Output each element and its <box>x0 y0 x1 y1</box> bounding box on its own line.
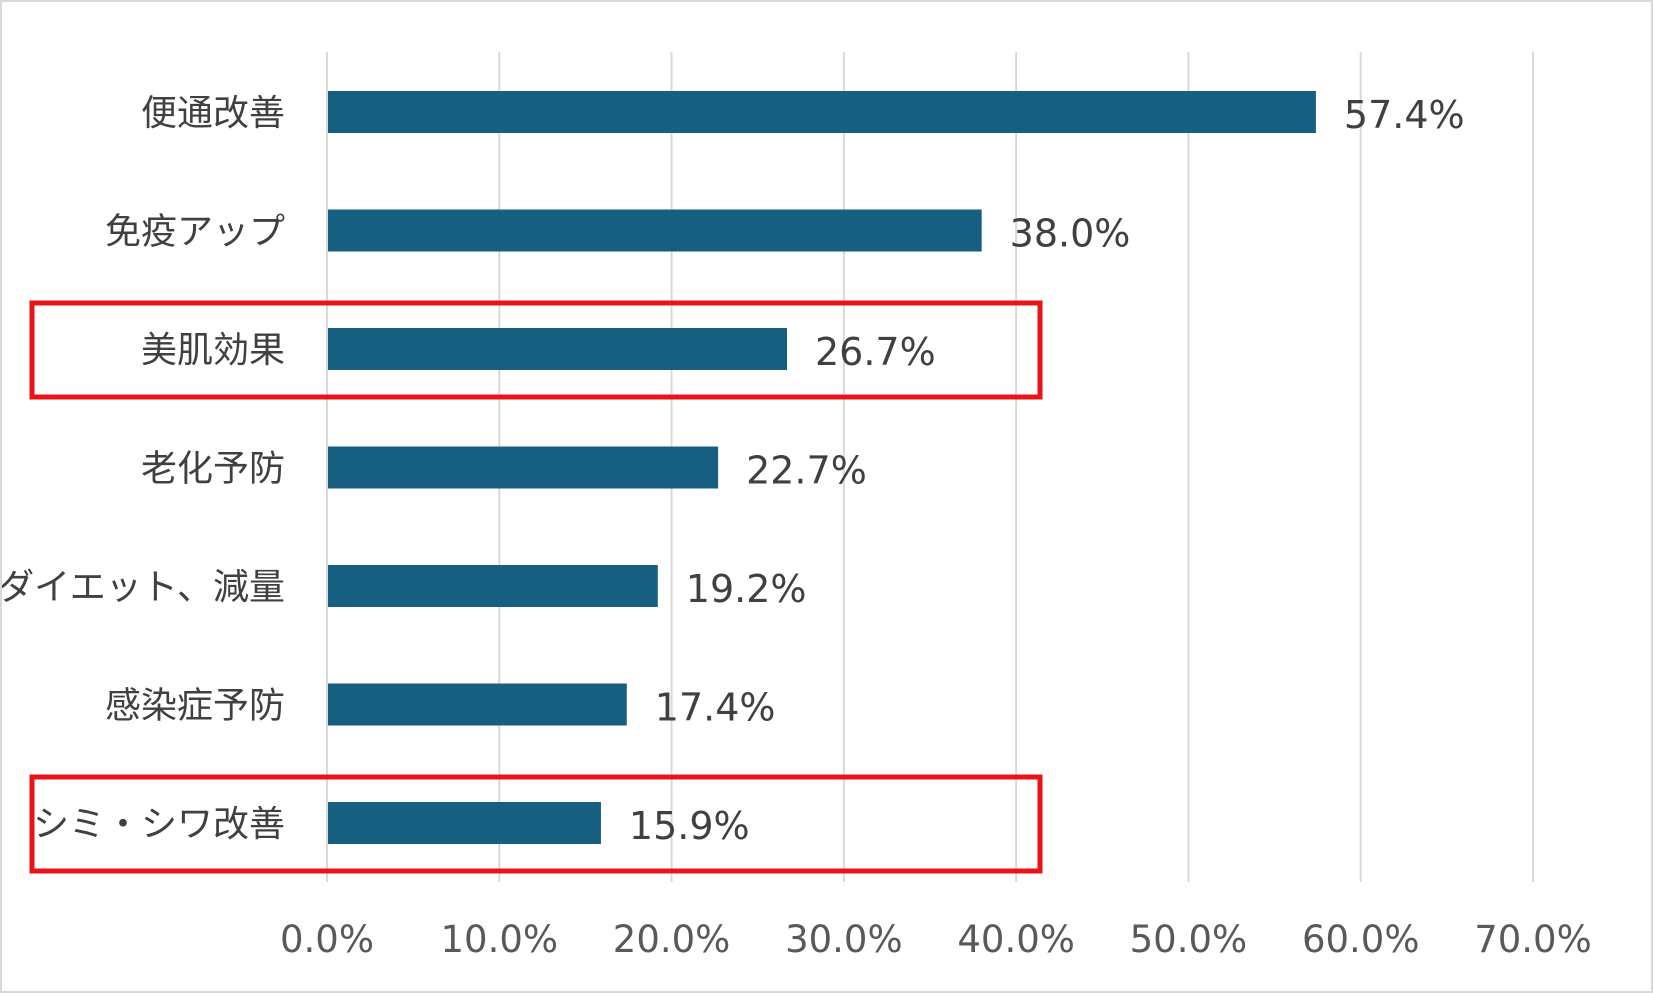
bar <box>328 91 1316 133</box>
value-label: 22.7% <box>746 449 867 493</box>
category-label: 感染症予防 <box>105 686 285 727</box>
x-tick-label: 10.0% <box>441 918 559 961</box>
bars <box>328 91 1316 844</box>
x-axis-tick-labels: 0.0% 10.0% 20.0% 30.0% 40.0% 50.0% 60.0% 70.0% <box>280 918 1592 961</box>
value-label: 57.4% <box>1344 93 1465 137</box>
x-tick-label: 20.0% <box>613 918 731 961</box>
bar <box>328 209 982 252</box>
x-tick-label: 40.0% <box>957 918 1075 961</box>
bar <box>328 802 601 844</box>
bar <box>328 446 719 489</box>
value-label: 15.9% <box>629 804 750 848</box>
highlight-boxes <box>29 300 1043 874</box>
x-tick-label: 70.0% <box>1474 918 1592 961</box>
category-label: 美肌効果 <box>141 330 285 371</box>
x-tick-label: 0.0% <box>280 918 374 961</box>
x-tick-label: 30.0% <box>785 918 903 961</box>
category-label: ダイエット、減量 <box>2 567 285 608</box>
value-label: 17.4% <box>655 686 776 730</box>
highlight-box <box>29 300 1043 400</box>
value-label: 38.0% <box>1010 212 1131 256</box>
category-label: 便通改善 <box>141 93 285 134</box>
highlight-box <box>29 774 1043 874</box>
value-label: 26.7% <box>815 330 936 374</box>
bar <box>328 565 658 607</box>
x-tick-label: 60.0% <box>1302 918 1420 961</box>
value-label: 19.2% <box>686 567 807 611</box>
category-label: 老化予防 <box>141 449 285 490</box>
category-label: シミ・シワ改善 <box>33 804 285 845</box>
bar <box>328 683 627 726</box>
category-label: 免疫アップ <box>105 212 285 253</box>
value-labels: 57.4% 38.0% 26.7% 22.7% 19.2% 17.4% 15.9% <box>629 93 1465 848</box>
x-tick-label: 50.0% <box>1130 918 1248 961</box>
bar <box>328 328 788 370</box>
